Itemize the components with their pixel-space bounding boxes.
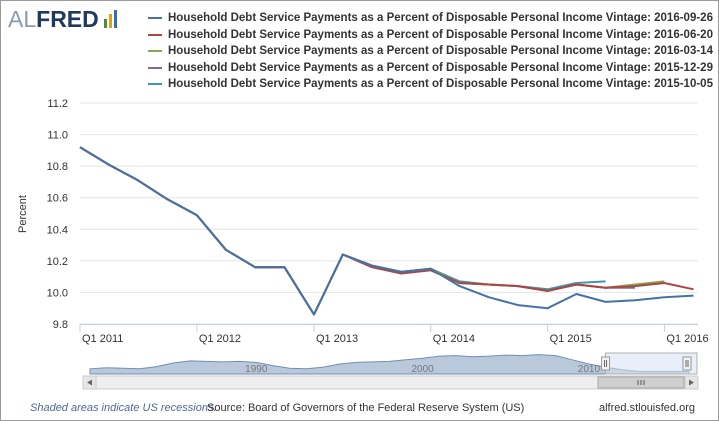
y-tick-label: 10.2 — [47, 256, 68, 268]
navigator-label: 2010 — [578, 364, 601, 375]
y-tick-label: 10.8 — [47, 161, 68, 173]
y-tick-label: 10.4 — [47, 224, 68, 236]
arrow-left-icon — [87, 379, 92, 386]
x-tick-label: Q1 2015 — [550, 333, 592, 345]
series-lines — [79, 146, 694, 316]
legend-swatch — [148, 66, 162, 69]
logo-bars-icon — [103, 10, 118, 28]
x-tick-label: Q1 2016 — [666, 333, 708, 345]
alfred-logo[interactable]: ALFRED — [8, 4, 118, 34]
site-link[interactable]: alfred.stlouisfed.org — [599, 402, 695, 414]
chart-legend: Household Debt Service Payments as a Per… — [148, 10, 713, 93]
legend-label: Household Debt Service Payments as a Per… — [168, 12, 713, 25]
scrollbar[interactable] — [82, 375, 699, 390]
series-line[interactable] — [79, 146, 606, 316]
series-line[interactable] — [79, 146, 694, 316]
y-tick-label: 9.8 — [53, 319, 68, 331]
navigator-label: 2000 — [411, 364, 434, 375]
legend-label: Household Debt Service Payments as a Per… — [168, 28, 713, 41]
navigator-handle-left[interactable] — [601, 356, 611, 371]
y-tick-label: 10.6 — [47, 193, 68, 205]
legend-swatch — [148, 17, 162, 20]
legend-item[interactable]: Household Debt Service Payments as a Per… — [148, 60, 713, 77]
source-note: Source: Board of Governors of the Federa… — [207, 402, 525, 414]
logo-bar-1 — [103, 19, 107, 28]
footer: Shaded areas indicate US recessions. Sou… — [0, 402, 717, 418]
navigator[interactable]: 1990 2000 2010 — [89, 352, 698, 375]
y-axis-label: Percent — [17, 195, 29, 233]
legend-item[interactable]: Household Debt Service Payments as a Per… — [148, 43, 713, 60]
x-tick-label: Q1 2013 — [316, 333, 358, 345]
legend-label: Household Debt Service Payments as a Per… — [168, 78, 713, 91]
logo-bar-2 — [108, 14, 112, 28]
y-axis-ticks: 9.8 10.0 10.2 10.4 10.6 10.8 11.0 11.2 — [47, 98, 68, 331]
series-line[interactable] — [79, 146, 665, 316]
navigator-handle-right[interactable] — [682, 356, 692, 371]
y-tick-label: 10.0 — [47, 287, 68, 299]
legend-swatch — [148, 33, 162, 36]
legend-label: Household Debt Service Payments as a Per… — [168, 45, 713, 58]
x-axis: Q1 2011 Q1 2012 Q1 2013 Q1 2014 Q1 2015 Q1 20… — [79, 324, 709, 345]
gridlines — [80, 102, 698, 325]
recession-note: Shaded areas indicate US recessions. — [30, 402, 217, 414]
x-tick-label: Q1 2012 — [199, 333, 241, 345]
logo-text: ALFRED — [8, 5, 99, 32]
arrow-right-icon — [689, 379, 694, 386]
navigator-label: 1990 — [245, 364, 268, 375]
legend-swatch — [148, 83, 162, 86]
legend-item[interactable]: Household Debt Service Payments as a Per… — [148, 10, 713, 27]
legend-label: Household Debt Service Payments as a Per… — [168, 61, 713, 74]
series-line[interactable] — [79, 146, 694, 316]
legend-item[interactable]: Household Debt Service Payments as a Per… — [148, 76, 713, 93]
y-tick-label: 11.0 — [47, 130, 68, 142]
logo-bar-3 — [113, 10, 117, 28]
legend-item[interactable]: Household Debt Service Payments as a Per… — [148, 27, 713, 44]
x-tick-label: Q1 2014 — [433, 333, 475, 345]
legend-swatch — [148, 50, 162, 53]
y-tick-label: 11.2 — [47, 98, 68, 110]
x-tick-label: Q1 2011 — [82, 333, 123, 345]
